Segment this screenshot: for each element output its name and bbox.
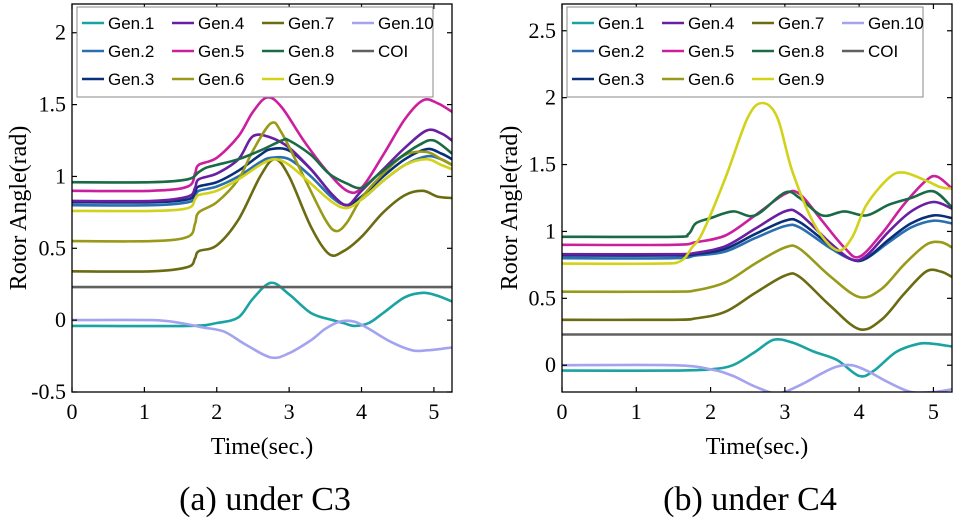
x-tick-label: 5 — [428, 399, 439, 424]
x-tick-label: 2 — [705, 399, 716, 424]
legend-label: Gen.2 — [108, 42, 154, 61]
plot-area-frame — [561, 3, 953, 393]
legend-label: Gen.9 — [288, 70, 334, 89]
legend: Gen.1 Gen.2 Gen.3 Gen.4 Gen.5 Gen.6 Gen.7 Gen.8… — [566, 6, 924, 98]
legend-label: Gen.3 — [598, 70, 644, 89]
y-tick-label: 0 — [545, 352, 556, 377]
series-line-gen5 — [562, 174, 952, 259]
series-line-gen4 — [562, 200, 952, 262]
series-line-gen3 — [72, 147, 452, 207]
legend-label: Gen.4 — [688, 14, 734, 33]
y-tick-label: 0.5 — [529, 285, 557, 310]
x-tick-label: 4 — [356, 399, 367, 424]
series-line-gen5 — [72, 96, 452, 195]
legend-label: Gen.10 — [868, 14, 924, 33]
legend-label: Gen.10 — [378, 14, 434, 33]
plot-area-frame — [71, 3, 453, 393]
legend-label: Gen.5 — [198, 42, 244, 61]
y-tick-label: 0.5 — [39, 235, 67, 260]
y-tick-label: 2 — [55, 20, 66, 45]
x-tick-label: 4 — [854, 399, 865, 424]
y-tick-label: 0 — [55, 307, 66, 332]
legend-label: Gen.7 — [778, 14, 824, 33]
series-line-gen7 — [72, 157, 452, 273]
y-tick-label: 1 — [55, 163, 66, 188]
y-tick-label: 2.5 — [529, 18, 557, 43]
x-axis-label: Time(sec.) — [706, 434, 808, 460]
y-tick-label: -0.5 — [31, 379, 66, 404]
y-tick-label: 1.5 — [529, 152, 557, 177]
x-tick-label: 0 — [557, 399, 568, 424]
legend-label: Gen.5 — [688, 42, 734, 61]
chart-caption: (b) under C4 — [663, 481, 837, 518]
legend-label: Gen.4 — [198, 14, 244, 33]
series-line-gen9 — [562, 101, 952, 266]
y-axis-label: Rotor Angle(rad) — [497, 126, 523, 291]
legend-label: Gen.2 — [598, 42, 644, 61]
series-line-gen8 — [72, 137, 452, 190]
series-line-gen9 — [72, 157, 452, 213]
legend-label: Gen.8 — [288, 42, 334, 61]
x-tick-label: 5 — [928, 399, 939, 424]
y-axis-label: Rotor Angle(rad) — [6, 126, 32, 291]
legend-label: Gen.1 — [108, 14, 154, 33]
legend-label: Gen.6 — [688, 70, 734, 89]
y-tick-label: 2 — [545, 85, 556, 110]
chart-caption: (a) under C3 — [179, 481, 351, 518]
series-line-gen6 — [562, 240, 952, 299]
series-line-gen1 — [562, 338, 952, 378]
legend-label: Gen.8 — [778, 42, 824, 61]
y-tick-label: 1 — [545, 218, 556, 243]
series-line-gen10 — [72, 318, 452, 360]
legend-label: COI — [868, 42, 898, 61]
x-tick-label: 3 — [779, 399, 790, 424]
legend-label: Gen.6 — [198, 70, 244, 89]
legend-label: Gen.7 — [288, 14, 334, 33]
x-axis-label: Time(sec.) — [211, 434, 313, 460]
legend-label: Gen.3 — [108, 70, 154, 89]
legend-label: COI — [378, 42, 408, 61]
y-tick-label: 1.5 — [39, 92, 67, 117]
x-tick-label: 1 — [631, 399, 642, 424]
chart-b: 0 1 2 3 4 5 0 0.5 1 1.5 2 2.5 Time(sec.) Rotor Angle(… — [497, 3, 953, 518]
x-tick-label: 2 — [211, 399, 222, 424]
series-line-gen1 — [72, 281, 452, 328]
legend-label: Gen.1 — [598, 14, 644, 33]
x-tick-label: 0 — [67, 399, 78, 424]
series-line-gen10 — [562, 363, 952, 392]
legend: Gen.1 Gen.2 Gen.3 Gen.4 Gen.5 Gen.6 Gen.7 Gen.8… — [76, 6, 434, 98]
series-line-gen8 — [562, 189, 952, 239]
series-line-gen7 — [562, 268, 952, 331]
x-tick-label: 1 — [139, 399, 150, 424]
x-tick-label: 3 — [284, 399, 295, 424]
legend-label: Gen.9 — [778, 70, 824, 89]
